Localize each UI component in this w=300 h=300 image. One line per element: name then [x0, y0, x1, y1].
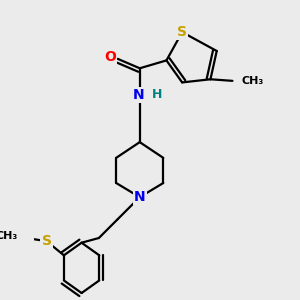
Text: N: N: [134, 190, 146, 204]
Text: N: N: [132, 88, 144, 102]
Text: S: S: [42, 234, 52, 248]
Text: S: S: [177, 25, 187, 39]
Text: CH₃: CH₃: [0, 231, 17, 242]
Text: O: O: [104, 50, 116, 64]
Text: H: H: [152, 88, 162, 101]
Text: CH₃: CH₃: [242, 76, 264, 86]
